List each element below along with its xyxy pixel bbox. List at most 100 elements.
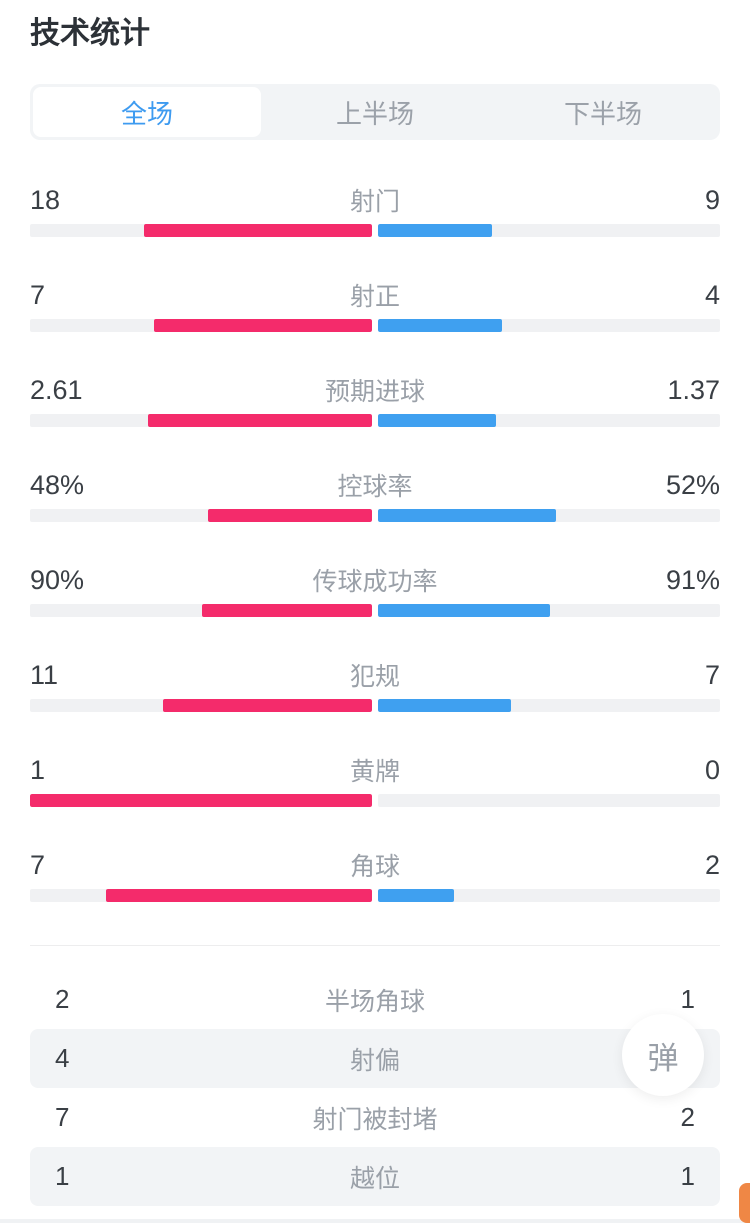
stat-row: 7 射正 4 [0, 265, 750, 360]
away-bar-fill [378, 889, 454, 902]
tab-second-half[interactable]: 下半场 [563, 98, 642, 129]
stat-line: 11 犯规 7 [30, 659, 721, 692]
stat-bar [30, 509, 720, 522]
stat-label: 传球成功率 [312, 568, 438, 596]
home-value: 48% [30, 469, 85, 500]
home-bar-fill [163, 699, 372, 712]
home-bar-fill [201, 604, 372, 617]
home-bar-fill [147, 414, 372, 427]
stat-label: 控球率 [337, 473, 413, 501]
stat-row: 2.61 预期进球 1.37 [0, 360, 750, 455]
away-bar-fill [378, 319, 503, 332]
tab-full[interactable]: 全场 [33, 87, 261, 137]
home-bar-track [30, 319, 372, 332]
floating-side-button-partial[interactable] [739, 1183, 750, 1223]
away-bar-fill [378, 509, 556, 522]
stat-bar [30, 699, 720, 712]
stat-label: 射门被封堵 [312, 1105, 438, 1134]
away-bar-track [378, 414, 720, 427]
extra-stat-row: 4 射偏 [30, 1029, 720, 1088]
tab-first-half[interactable]: 上半场 [335, 98, 414, 129]
home-bar-fill [207, 509, 372, 522]
away-value: 9 [704, 184, 721, 215]
stat-label: 角球 [350, 853, 401, 881]
stat-line: 7 射正 4 [30, 279, 721, 312]
stat-label: 射正 [350, 283, 401, 311]
home-bar-track [30, 224, 372, 237]
away-value: 52% [665, 469, 721, 500]
extra-stat-row: 7 射门被封堵 2 [30, 1088, 720, 1147]
home-bar-track [30, 414, 372, 427]
home-bar-track [30, 794, 372, 807]
stat-line: 48% 控球率 52% [30, 469, 721, 502]
stat-label: 射偏 [350, 1046, 401, 1075]
stat-label: 预期进球 [325, 378, 426, 406]
away-bar-track [378, 224, 720, 237]
away-bar-track [378, 889, 720, 902]
away-bar-track [378, 699, 720, 712]
away-value: 0 [704, 754, 721, 785]
home-value: 2.61 [30, 374, 83, 405]
next-section-edge [0, 1219, 750, 1223]
home-bar-fill [106, 889, 372, 902]
stat-label: 越位 [350, 1164, 401, 1193]
stat-line: 90% 传球成功率 91% [30, 564, 721, 597]
stat-label: 射门 [350, 188, 401, 216]
away-bar-fill [378, 414, 496, 427]
page-title: 技术统计 [30, 17, 150, 50]
away-value: 1.37 [667, 374, 721, 405]
section-divider [30, 945, 720, 946]
home-bar-track [30, 604, 372, 617]
stat-bar [30, 414, 720, 427]
stats-list: 18 射门 9 7 射正 4 [0, 170, 750, 930]
away-bar-fill [378, 224, 492, 237]
stat-label: 半场角球 [325, 987, 426, 1016]
stat-bar [30, 604, 720, 617]
away-value: 1 [680, 984, 696, 1014]
stat-row: 11 犯规 7 [0, 645, 750, 740]
home-bar-track [30, 889, 372, 902]
danmaku-toggle-button[interactable]: 弹 [622, 1014, 704, 1096]
extra-stats-list: 2 半场角球 1 4 射偏 7 射门被封堵 2 1 越位 1 [0, 970, 750, 1206]
away-value: 2 [704, 849, 721, 880]
home-bar-track [30, 509, 372, 522]
home-value: 7 [30, 849, 46, 880]
extra-stat-row: 2 半场角球 1 [30, 970, 720, 1029]
extra-stat-row: 1 越位 1 [30, 1147, 720, 1206]
stat-label: 犯规 [350, 663, 401, 691]
away-bar-track [378, 794, 720, 807]
stat-row: 1 黄牌 0 [0, 740, 750, 835]
home-value: 4 [55, 1043, 70, 1073]
away-value: 91% [665, 564, 721, 595]
away-bar-fill [378, 604, 550, 617]
stat-label: 黄牌 [350, 758, 401, 786]
away-value: 7 [704, 659, 721, 690]
stat-line: 7 角球 2 [30, 849, 721, 882]
away-value: 1 [680, 1161, 696, 1191]
stat-line: 2.61 预期进球 1.37 [30, 374, 721, 407]
home-bar-fill [30, 794, 372, 807]
home-value: 11 [30, 659, 59, 690]
home-value: 90% [30, 564, 85, 595]
home-bar-fill [144, 224, 372, 237]
stat-bar [30, 889, 720, 902]
home-value: 1 [55, 1161, 70, 1191]
away-value: 4 [704, 279, 721, 310]
away-bar-track [378, 509, 720, 522]
stat-line: 18 射门 9 [30, 184, 721, 217]
home-bar-track [30, 699, 372, 712]
danmaku-label: 弹 [647, 1040, 679, 1076]
stat-row: 7 角球 2 [0, 835, 750, 930]
away-bar-track [378, 319, 720, 332]
stat-row: 48% 控球率 52% [0, 455, 750, 550]
stat-bar [30, 319, 720, 332]
home-value: 7 [55, 1102, 70, 1132]
away-bar-fill [378, 699, 511, 712]
home-value: 1 [30, 754, 46, 785]
home-value: 2 [55, 984, 70, 1014]
home-bar-fill [154, 319, 372, 332]
stat-bar [30, 224, 720, 237]
stat-row: 18 射门 9 [0, 170, 750, 265]
away-bar-track [378, 604, 720, 617]
